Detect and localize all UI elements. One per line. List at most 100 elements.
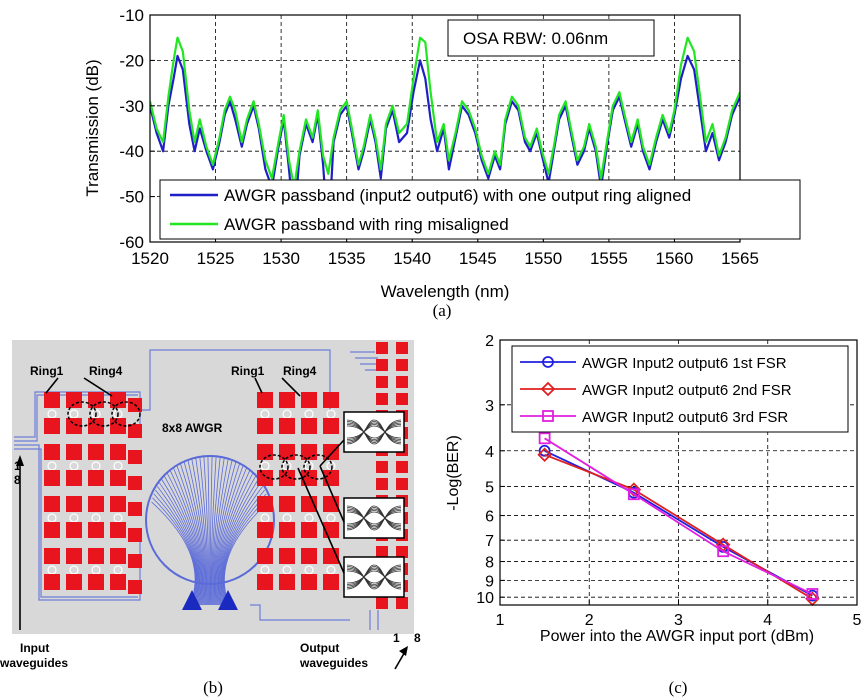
ring-block <box>66 522 82 538</box>
chart-c-legend-marker-0 <box>542 356 554 368</box>
chart-c-point-2 <box>627 488 640 501</box>
awgr-arm <box>161 479 200 606</box>
eye-trace <box>346 566 402 588</box>
awgr-star-coupler <box>145 454 275 610</box>
ring-block <box>66 496 82 512</box>
awgr-arm <box>169 470 202 606</box>
ring-block <box>396 342 408 354</box>
eye-diagram-box <box>343 556 405 598</box>
chart-c-ytick-label: 6 <box>485 509 494 526</box>
ring-block <box>88 444 104 460</box>
eye-trace <box>346 507 402 529</box>
chart-a-xtick-label: 1520 <box>131 249 169 268</box>
ring-block <box>323 392 339 408</box>
ring-block <box>88 496 104 512</box>
ring-highlight-5 <box>281 454 311 480</box>
ring-block <box>110 496 126 512</box>
ring-block <box>279 496 295 512</box>
chart-a-annotation-box <box>447 19 655 57</box>
eye-trace <box>346 422 402 442</box>
chart-a-xtick-label: 1540 <box>393 249 431 268</box>
awgr-arm <box>199 455 209 606</box>
ring-block <box>257 548 273 564</box>
chart-c-legend-label-0: AWGR Input2 output6 1st FSR <box>582 355 787 372</box>
awgr-arm <box>187 459 206 606</box>
chart-c-point-2 <box>806 588 819 600</box>
ring-highlight-2 <box>89 401 119 427</box>
ring-block <box>301 418 317 434</box>
chart-c-ytick-label: 10 <box>476 590 494 607</box>
chart-c-xtick-label: 2 <box>585 612 594 629</box>
awgr-arm <box>220 482 261 606</box>
eye-trace <box>346 508 402 528</box>
chart-a-xtick-label: 1560 <box>656 249 694 268</box>
awgr-arm <box>211 455 221 606</box>
ring-block <box>301 574 317 590</box>
awgr-arm <box>183 460 205 606</box>
ring-block <box>66 444 82 460</box>
chart-a-legend <box>159 179 801 240</box>
chart-a-ytick-label: -60 <box>119 233 144 252</box>
awgr-arm <box>216 467 248 606</box>
chart-c-xlabel: Power into the AWGR input port (dBm) <box>540 628 814 645</box>
chart-a-ticks: 1520 1525 1530 1535 1540 1545 1550 1555 1560 1565… <box>119 6 758 268</box>
ring-block <box>44 548 60 564</box>
chart-c-ytick-label: 9 <box>485 573 494 590</box>
output-port-8-label: 8 <box>414 631 421 645</box>
chart-a-ytick-label: -30 <box>119 97 144 116</box>
input-arrow-head <box>16 455 24 466</box>
awgr-arm <box>217 470 251 606</box>
awgr-arm <box>222 493 267 606</box>
awgr-arm <box>152 497 197 606</box>
awgr-arm <box>166 472 201 606</box>
awgr-arm <box>179 462 205 606</box>
awgr-arm <box>215 462 241 606</box>
ring-block <box>88 470 104 486</box>
chart-a-annotation: OSA RBW: 0.06nm <box>463 29 608 48</box>
awgr-arm <box>207 454 210 606</box>
input-port-8-label: 8 <box>14 473 21 487</box>
awgr-arm <box>219 479 259 606</box>
chart-c-point-2 <box>717 545 730 558</box>
awgr-arm <box>153 493 197 606</box>
ring1-right-label: Ring1 <box>231 364 265 378</box>
awgr-arm <box>218 472 254 606</box>
ring-block <box>128 450 142 464</box>
chart-a-frame <box>149 14 741 243</box>
ring-block <box>88 392 104 408</box>
eye-trace <box>346 567 402 587</box>
eye-trace <box>346 424 402 440</box>
ring-block <box>110 548 126 564</box>
ring-block <box>66 470 82 486</box>
ring-block <box>128 554 142 568</box>
chart-a-xtick-label: 1525 <box>197 249 235 268</box>
awgr-arm <box>222 489 265 606</box>
eye-trace <box>346 511 402 525</box>
awgr-label: 8x8 AWGR <box>162 421 223 435</box>
ring-block <box>376 597 388 609</box>
ring-block <box>44 392 60 408</box>
chart-c-xtick-label: 1 <box>496 612 505 629</box>
awgr-arm <box>155 489 198 606</box>
ring-block <box>257 522 273 538</box>
ring-block <box>110 392 126 408</box>
ring-block <box>110 522 126 538</box>
ring4-right-label: Ring4 <box>283 364 317 378</box>
chart-a-series-1 <box>150 36 740 189</box>
chart-c-ytick-label: 7 <box>485 533 494 550</box>
ring-block <box>376 461 388 473</box>
ring-highlight-3 <box>111 401 141 427</box>
eye-trace <box>346 564 402 590</box>
ring-block <box>376 393 388 405</box>
eye-trace <box>346 567 402 587</box>
ring-block <box>279 470 295 486</box>
ring-block <box>279 392 295 408</box>
chart-a: 1520 1525 1530 1535 1540 1545 1550 1555 1560 1565… <box>83 6 801 320</box>
awgr-arm <box>219 475 257 606</box>
ring-block <box>88 418 104 434</box>
ring-block <box>88 548 104 564</box>
diagram-b-panel-label: (b) <box>203 678 223 697</box>
ring-block <box>128 528 142 542</box>
ring-block <box>66 418 82 434</box>
chart-c-lines <box>537 432 820 607</box>
